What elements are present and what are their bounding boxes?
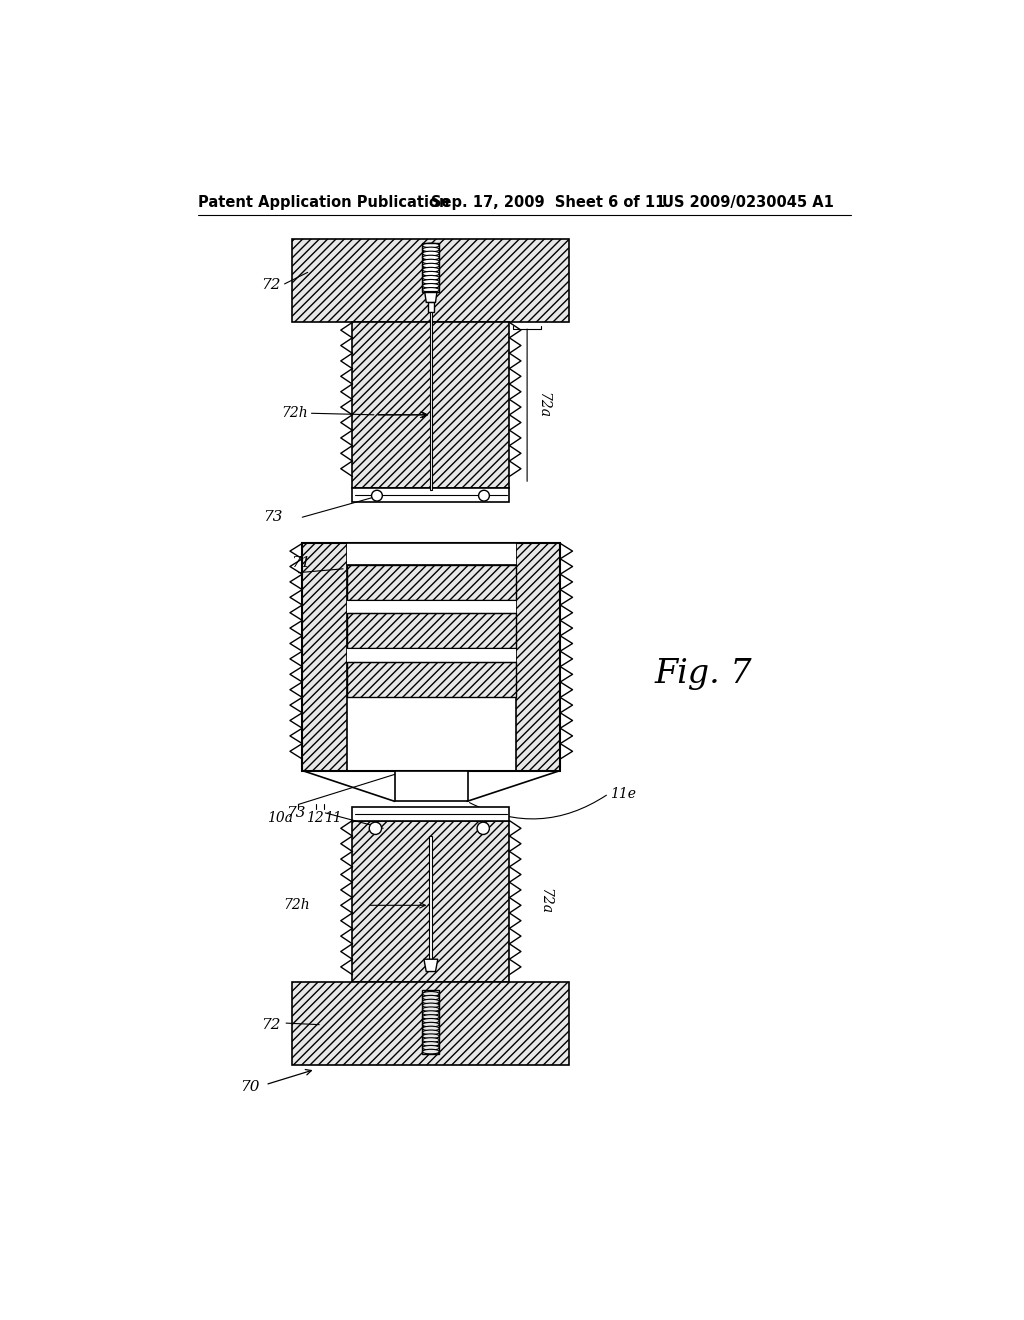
- Bar: [347, 663, 515, 697]
- Text: 73: 73: [263, 511, 283, 524]
- Ellipse shape: [422, 247, 439, 252]
- Bar: [292, 239, 569, 322]
- Ellipse shape: [422, 991, 439, 997]
- Circle shape: [478, 490, 489, 502]
- Ellipse shape: [422, 288, 439, 292]
- Ellipse shape: [422, 1030, 439, 1035]
- Text: 12: 12: [306, 810, 324, 825]
- Text: 72: 72: [261, 279, 281, 293]
- Bar: [394, 771, 468, 801]
- Polygon shape: [424, 960, 438, 972]
- Ellipse shape: [422, 1019, 439, 1023]
- Polygon shape: [425, 292, 437, 302]
- Bar: [302, 544, 560, 771]
- Ellipse shape: [422, 1011, 439, 1015]
- Bar: [352, 821, 509, 982]
- Text: Sep. 17, 2009  Sheet 6 of 11: Sep. 17, 2009 Sheet 6 of 11: [431, 195, 666, 210]
- Ellipse shape: [422, 999, 439, 1003]
- Ellipse shape: [422, 1003, 439, 1007]
- Ellipse shape: [422, 272, 439, 276]
- Text: 11: 11: [324, 810, 342, 825]
- Text: 11e: 11e: [610, 787, 636, 801]
- Text: 72a: 72a: [537, 392, 550, 418]
- Ellipse shape: [422, 1034, 439, 1039]
- Text: 72h: 72h: [282, 407, 308, 420]
- Ellipse shape: [422, 1038, 439, 1043]
- Ellipse shape: [422, 263, 439, 268]
- Bar: [430, 312, 432, 490]
- Ellipse shape: [422, 259, 439, 264]
- Text: Fig. 7: Fig. 7: [654, 659, 752, 690]
- Bar: [347, 614, 515, 648]
- Ellipse shape: [422, 280, 439, 284]
- Bar: [347, 599, 515, 614]
- Ellipse shape: [422, 1007, 439, 1011]
- Bar: [515, 544, 560, 771]
- Ellipse shape: [422, 251, 439, 256]
- Bar: [352, 488, 509, 502]
- Ellipse shape: [422, 284, 439, 288]
- Text: 10a: 10a: [267, 810, 293, 825]
- Bar: [347, 544, 515, 565]
- Bar: [302, 544, 347, 771]
- Bar: [428, 302, 434, 312]
- Ellipse shape: [422, 268, 439, 272]
- Ellipse shape: [422, 995, 439, 1001]
- Bar: [422, 990, 439, 1053]
- Text: 71: 71: [291, 556, 310, 570]
- Text: US 2009/0230045 A1: US 2009/0230045 A1: [662, 195, 834, 210]
- Ellipse shape: [422, 1045, 439, 1051]
- Text: 72a: 72a: [538, 888, 552, 915]
- Bar: [347, 565, 515, 599]
- Circle shape: [477, 822, 489, 834]
- Ellipse shape: [422, 1041, 439, 1047]
- Text: 73: 73: [287, 807, 306, 820]
- Bar: [352, 807, 509, 821]
- Ellipse shape: [422, 243, 439, 248]
- Ellipse shape: [422, 255, 439, 260]
- Bar: [347, 648, 515, 663]
- Circle shape: [370, 822, 382, 834]
- Circle shape: [372, 490, 382, 502]
- Ellipse shape: [422, 276, 439, 280]
- Bar: [292, 982, 569, 1065]
- Ellipse shape: [422, 1049, 439, 1053]
- Ellipse shape: [422, 1015, 439, 1019]
- Bar: [429, 836, 432, 960]
- Text: 72h: 72h: [284, 899, 310, 912]
- Text: 72: 72: [261, 1018, 281, 1032]
- Bar: [352, 322, 509, 488]
- Bar: [422, 243, 439, 292]
- Ellipse shape: [422, 1022, 439, 1027]
- Text: 70: 70: [241, 1080, 260, 1094]
- Ellipse shape: [422, 1026, 439, 1031]
- Text: Patent Application Publication: Patent Application Publication: [199, 195, 450, 210]
